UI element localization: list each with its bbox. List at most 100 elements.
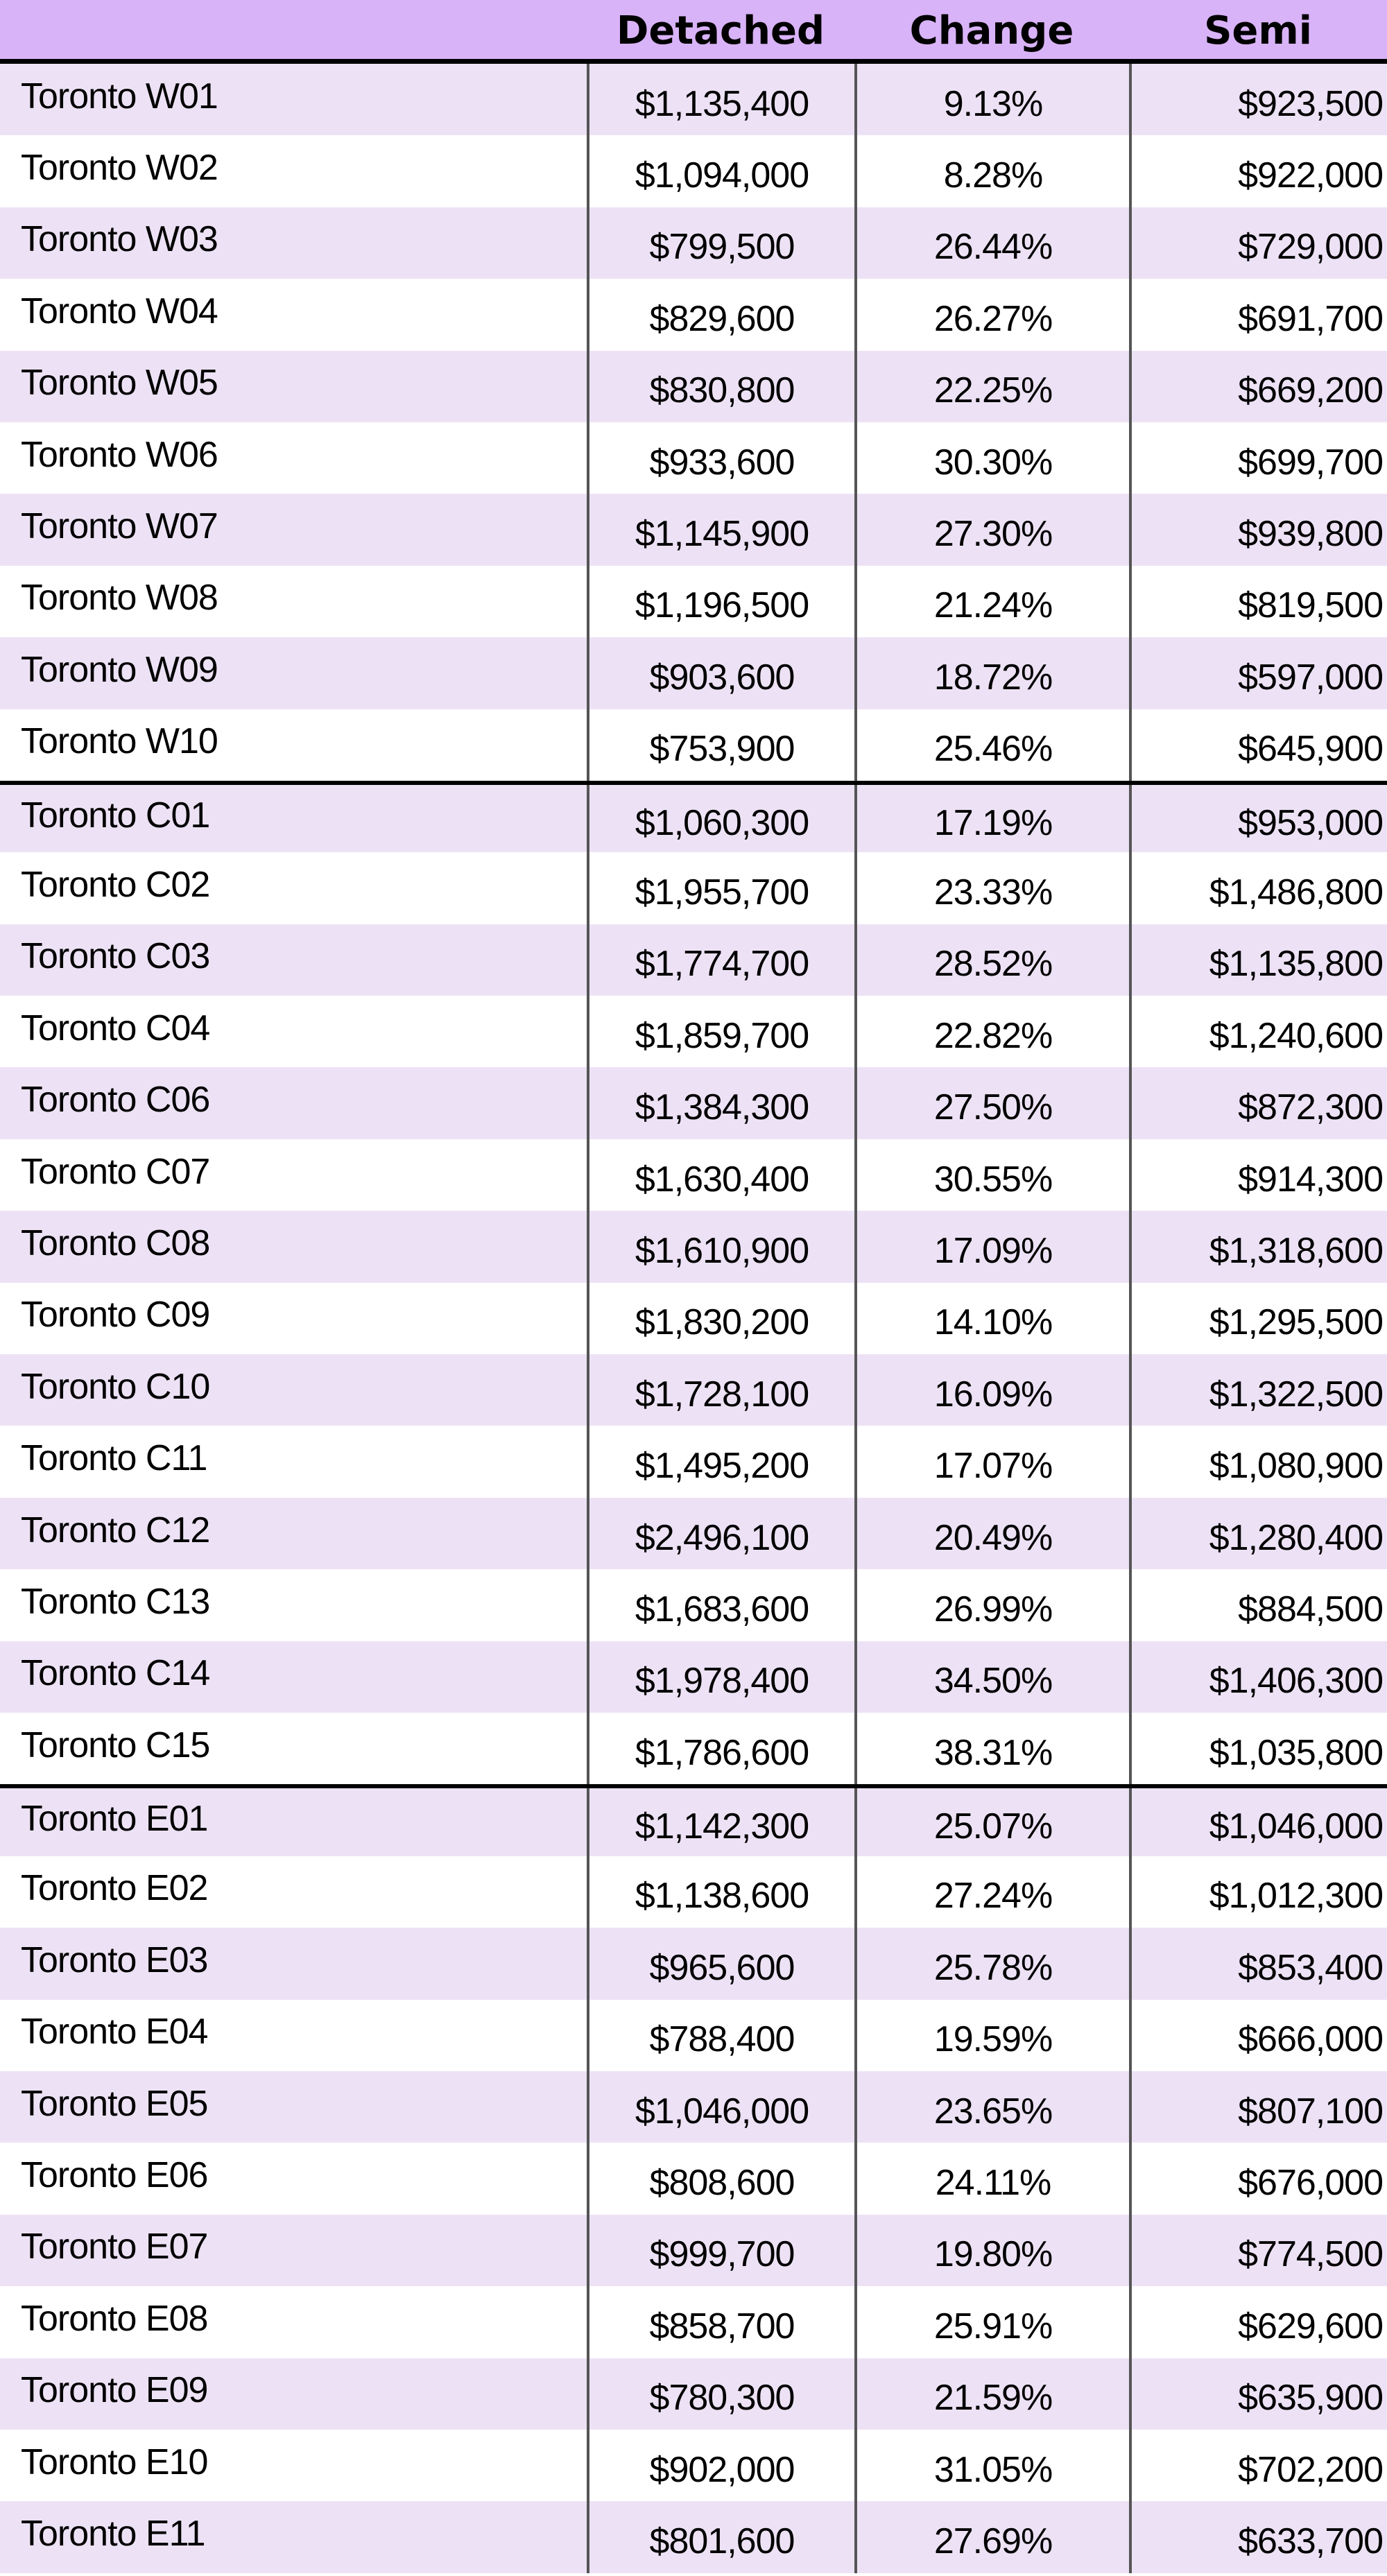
detached-price-cell: $1,142,300 (587, 1788, 854, 1856)
area-cell: Toronto E08 (21, 2298, 208, 2339)
table-row: Toronto C13 $1,683,600 26.99% $884,500 (0, 1569, 1387, 1641)
semi-price-cell: $1,080,900 (1129, 1426, 1387, 1498)
area-cell: Toronto E03 (21, 1939, 208, 1980)
table-row: Toronto W10 $753,900 25.46% $645,900 (0, 709, 1387, 781)
semi-price-cell: $1,295,500 (1129, 1282, 1387, 1355)
semi-price-cell: $691,700 (1129, 279, 1387, 351)
table-row: Toronto E08 $858,700 25.91% $629,600 (0, 2286, 1387, 2358)
table-row: Toronto C07 $1,630,400 30.55% $914,300 (0, 1139, 1387, 1211)
table-row: Toronto E03 $965,600 25.78% $853,400 (0, 1928, 1387, 2000)
table-body: Toronto W01 $1,135,400 9.13% $923,500 Toront… (0, 64, 1387, 2573)
table-row: Toronto C09 $1,830,200 14.10% $1,295,500 (0, 1282, 1387, 1355)
change-cell: 28.52% (854, 924, 1129, 996)
detached-price-cell: $1,135,400 (587, 64, 854, 136)
area-cell: Toronto E10 (21, 2441, 208, 2482)
area-cell: Toronto E07 (21, 2227, 208, 2267)
area-cell: Toronto W10 (21, 721, 218, 762)
change-cell: 19.59% (854, 1999, 1129, 2071)
area-cell: Toronto C13 (21, 1581, 210, 1622)
semi-price-cell: $597,000 (1129, 637, 1387, 709)
table-row: Toronto W02 $1,094,000 8.28% $922,000 (0, 135, 1387, 207)
change-cell: 19.80% (854, 2214, 1129, 2287)
detached-price-cell: $801,600 (587, 2501, 854, 2573)
table-row: Toronto E04 $788,400 19.59% $666,000 (0, 1999, 1387, 2071)
detached-price-cell: $1,728,100 (587, 1354, 854, 1426)
table-row: Toronto C02 $1,955,700 23.33% $1,486,800 (0, 852, 1387, 924)
detached-price-cell: $780,300 (587, 2358, 854, 2430)
semi-price-cell: $729,000 (1129, 207, 1387, 279)
detached-price-cell: $1,196,500 (587, 565, 854, 638)
change-cell: 30.30% (854, 422, 1129, 494)
change-cell: 25.07% (854, 1788, 1129, 1856)
semi-price-cell: $633,700 (1129, 2501, 1387, 2573)
change-cell: 20.49% (854, 1497, 1129, 1570)
semi-price-cell: $1,046,000 (1129, 1788, 1387, 1856)
semi-price-cell: $884,500 (1129, 1569, 1387, 1641)
area-cell: Toronto W06 (21, 434, 218, 475)
semi-price-cell: $669,200 (1129, 350, 1387, 422)
change-cell: 31.05% (854, 2429, 1129, 2502)
table-row: Toronto E07 $999,700 19.80% $774,500 (0, 2214, 1387, 2287)
detached-price-cell: $829,600 (587, 279, 854, 351)
semi-price-cell: $666,000 (1129, 1999, 1387, 2071)
semi-price-cell: $923,500 (1129, 64, 1387, 136)
area-cell: Toronto C09 (21, 1295, 210, 1335)
change-cell: 27.50% (854, 1067, 1129, 1139)
semi-price-cell: $953,000 (1129, 784, 1387, 853)
detached-price-cell: $965,600 (587, 1928, 854, 2000)
semi-price-cell: $699,700 (1129, 422, 1387, 494)
area-cell: Toronto W04 (21, 291, 218, 331)
change-cell: 27.30% (854, 494, 1129, 566)
semi-price-cell: $1,318,600 (1129, 1211, 1387, 1283)
table-row: Toronto C03 $1,774,700 28.52% $1,135,800 (0, 924, 1387, 996)
area-cell: Toronto W09 (21, 649, 218, 690)
table-row: Toronto W09 $903,600 18.72% $597,000 (0, 637, 1387, 709)
change-cell: 17.19% (854, 784, 1129, 853)
semi-price-cell: $702,200 (1129, 2429, 1387, 2502)
detached-price-cell: $1,859,700 (587, 996, 854, 1068)
change-cell: 21.24% (854, 565, 1129, 638)
area-cell: Toronto C11 (21, 1438, 207, 1479)
area-cell: Toronto W08 (21, 578, 218, 619)
table-row: Toronto E01 $1,142,300 25.07% $1,046,000 (0, 1784, 1387, 1856)
area-cell: Toronto E05 (21, 2083, 208, 2124)
area-cell: Toronto C08 (21, 1222, 210, 1263)
change-cell: 9.13% (854, 64, 1129, 136)
change-cell: 21.59% (854, 2358, 1129, 2430)
detached-price-cell: $903,600 (587, 637, 854, 709)
detached-price-cell: $1,786,600 (587, 1712, 854, 1785)
header-change: Change (909, 8, 1074, 53)
area-cell: Toronto E01 (21, 1799, 208, 1840)
table-row: Toronto W08 $1,196,500 21.24% $819,500 (0, 565, 1387, 638)
semi-price-cell: $645,900 (1129, 709, 1387, 781)
semi-price-cell: $853,400 (1129, 1928, 1387, 2000)
detached-price-cell: $830,800 (587, 350, 854, 422)
area-cell: Toronto C03 (21, 936, 210, 977)
change-cell: 17.09% (854, 1211, 1129, 1283)
change-cell: 23.65% (854, 2071, 1129, 2143)
area-cell: Toronto E06 (21, 2155, 208, 2196)
area-cell: Toronto E09 (21, 2370, 208, 2411)
table-row: Toronto E05 $1,046,000 23.65% $807,100 (0, 2071, 1387, 2143)
area-cell: Toronto W01 (21, 76, 218, 116)
semi-price-cell: $629,600 (1129, 2286, 1387, 2358)
area-cell: Toronto C07 (21, 1151, 210, 1192)
table-row: Toronto W01 $1,135,400 9.13% $923,500 (0, 64, 1387, 136)
table-row: Toronto W03 $799,500 26.44% $729,000 (0, 207, 1387, 279)
change-cell: 22.25% (854, 350, 1129, 422)
header-detached: Detached (616, 8, 825, 53)
change-cell: 26.44% (854, 207, 1129, 279)
detached-price-cell: $1,138,600 (587, 1856, 854, 1928)
header-semi: Semi (1204, 8, 1312, 53)
change-cell: 25.46% (854, 709, 1129, 781)
semi-price-cell: $1,486,800 (1129, 852, 1387, 924)
change-cell: 23.33% (854, 852, 1129, 924)
detached-price-cell: $808,600 (587, 2143, 854, 2215)
detached-price-cell: $933,600 (587, 422, 854, 494)
semi-price-cell: $635,900 (1129, 2358, 1387, 2430)
table-header: Detached Change Semi (0, 0, 1387, 64)
change-cell: 16.09% (854, 1354, 1129, 1426)
table-row: Toronto E11 $801,600 27.69% $633,700 (0, 2501, 1387, 2573)
semi-price-cell: $1,012,300 (1129, 1856, 1387, 1928)
